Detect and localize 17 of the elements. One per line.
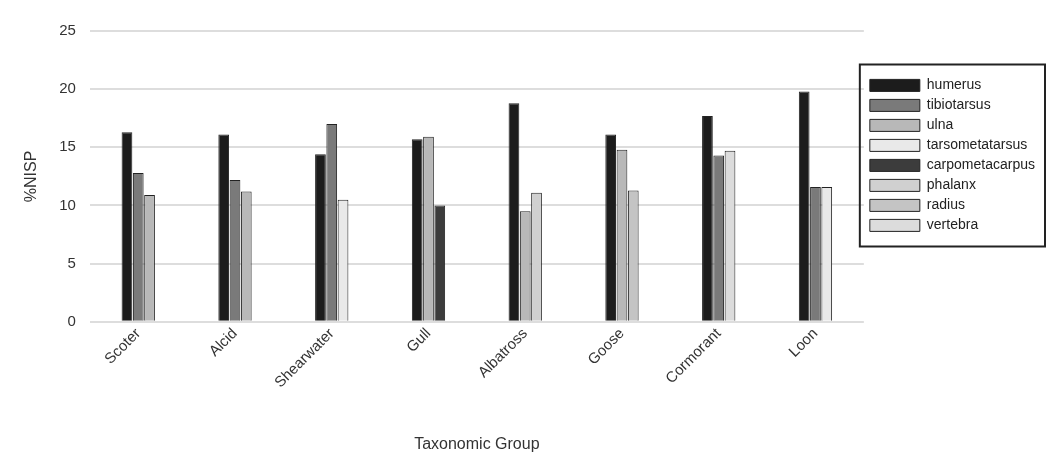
y-tick-label: 10: [59, 195, 76, 213]
legend-label: ulna: [926, 116, 954, 133]
legend-label: phalanx: [926, 176, 976, 193]
legend-label: radius: [926, 196, 965, 213]
y-tick-label: 5: [67, 253, 76, 271]
x-axis-title: Taxonomic Group: [414, 434, 540, 452]
x-tick-label: Gull: [402, 324, 434, 356]
legend-label: tarsometatarsus: [926, 136, 1028, 153]
legend-label: tibiotarsus: [926, 96, 991, 113]
y-tick-label: 15: [59, 137, 76, 155]
y-tick-label: 0: [67, 311, 76, 329]
y-tick-label: 20: [59, 79, 76, 97]
legend-label: carpometacarpus: [926, 156, 1036, 173]
y-axis-title: %NISP: [22, 150, 40, 203]
y-tick-label: 25: [59, 21, 76, 39]
legend-label: humerus: [926, 76, 982, 93]
legend-label: vertebra: [926, 216, 979, 233]
